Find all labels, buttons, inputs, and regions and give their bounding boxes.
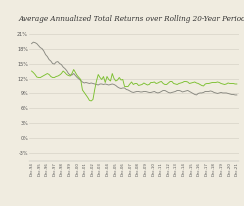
Title: Average Annualized Total Returns over Rolling 20-Year Periods: Average Annualized Total Returns over Ro… [19,15,244,22]
